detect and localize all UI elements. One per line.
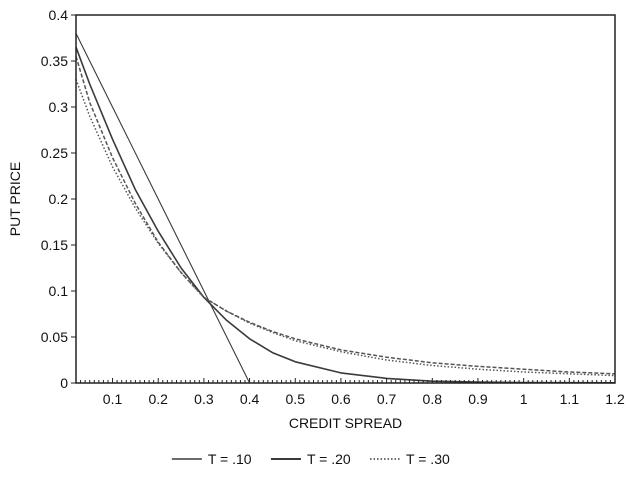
y-tick-label: 0.1	[49, 283, 69, 299]
x-tick-label: 0.4	[240, 391, 260, 407]
x-tick-label: 1.1	[560, 391, 580, 407]
y-tick-label: 0.25	[41, 145, 68, 161]
x-tick-label: 0.2	[148, 391, 168, 407]
x-tick-label: 1.2	[605, 391, 625, 407]
series-line-4	[75, 56, 616, 375]
y-axis-title: PUT PRICE	[7, 162, 23, 236]
series-line-3	[75, 79, 616, 377]
legend-label: T = .10	[208, 451, 252, 467]
y-axis: 0 0.05 0.1 0.15 0.2 0.25 0.3 0.35 0.4	[41, 7, 76, 391]
x-tick-label: 0.8	[423, 391, 443, 407]
x-tick-label: 0.7	[377, 391, 397, 407]
y-tick-label: 0.2	[49, 191, 69, 207]
y-tick-label: 0.35	[41, 53, 68, 69]
y-tick-label: 0.4	[49, 7, 69, 23]
x-tick-label: 1	[520, 391, 528, 407]
x-tick-label: 0.9	[468, 391, 488, 407]
x-axis: 0.1 0.2 0.3 0.4 0.5 0.6 0.7 0.8 0.9 1 1.1 1.2	[80, 378, 625, 407]
x-tick-label: 0.1	[103, 391, 123, 407]
plot-lines	[75, 33, 616, 384]
y-tick-label: 0.15	[41, 237, 68, 253]
series-line-1	[75, 33, 251, 384]
x-tick-label: 0.3	[194, 391, 214, 407]
legend-label: T = .30	[406, 451, 450, 467]
legend: T = .10 T = .20 T = .30	[171, 451, 450, 467]
plot-frame	[75, 14, 616, 384]
x-axis-title: CREDIT SPREAD	[289, 415, 402, 431]
y-tick-label: 0	[60, 375, 68, 391]
y-tick-label: 0.05	[41, 329, 68, 345]
x-tick-label: 0.5	[286, 391, 306, 407]
x-tick-label: 0.6	[331, 391, 351, 407]
series-line-2	[75, 46, 616, 384]
y-tick-label: 0.3	[49, 99, 69, 115]
legend-label: T = .20	[307, 451, 351, 467]
